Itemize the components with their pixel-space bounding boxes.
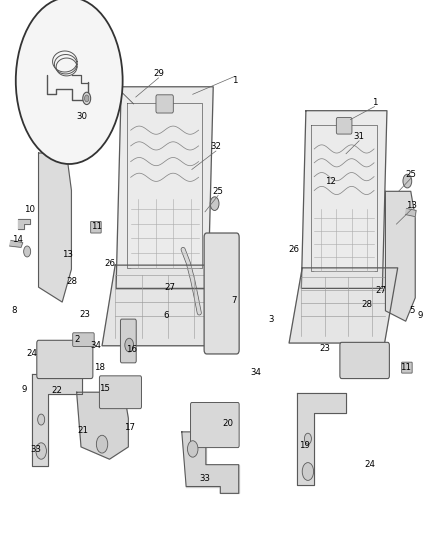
Polygon shape [182, 432, 239, 494]
Polygon shape [297, 393, 346, 485]
FancyBboxPatch shape [120, 319, 136, 363]
Text: 34: 34 [251, 368, 262, 377]
FancyBboxPatch shape [191, 402, 239, 448]
FancyBboxPatch shape [340, 342, 389, 378]
Text: 27: 27 [164, 282, 176, 292]
Text: 27: 27 [375, 286, 387, 295]
Text: 12: 12 [325, 176, 336, 185]
Polygon shape [289, 268, 398, 343]
FancyBboxPatch shape [37, 340, 93, 378]
Polygon shape [116, 87, 213, 288]
Polygon shape [102, 265, 223, 346]
Text: 25: 25 [405, 169, 417, 179]
Text: 23: 23 [319, 344, 331, 353]
Text: 21: 21 [78, 426, 89, 435]
Text: 28: 28 [67, 277, 78, 286]
Text: 9: 9 [21, 385, 27, 394]
Text: 13: 13 [62, 251, 74, 260]
Circle shape [302, 463, 314, 480]
FancyBboxPatch shape [156, 95, 173, 113]
Text: 31: 31 [353, 132, 365, 141]
Text: 6: 6 [164, 311, 169, 320]
Circle shape [210, 197, 219, 211]
Text: 13: 13 [406, 200, 417, 209]
Text: 34: 34 [90, 341, 101, 350]
Circle shape [83, 92, 91, 104]
Text: 18: 18 [94, 363, 106, 372]
Text: 17: 17 [124, 423, 135, 432]
Circle shape [403, 174, 412, 188]
Text: 10: 10 [24, 205, 35, 214]
Text: 25: 25 [212, 187, 224, 196]
Polygon shape [77, 392, 128, 459]
Polygon shape [32, 374, 82, 466]
Text: 8: 8 [11, 306, 17, 316]
Text: 20: 20 [222, 419, 233, 428]
Circle shape [125, 338, 134, 352]
Circle shape [24, 246, 31, 257]
Text: 22: 22 [51, 386, 63, 395]
Text: 28: 28 [361, 300, 373, 309]
Text: 11: 11 [399, 363, 411, 372]
FancyBboxPatch shape [73, 333, 94, 346]
Text: 11: 11 [91, 222, 102, 231]
Circle shape [38, 414, 45, 425]
Circle shape [304, 433, 311, 444]
Text: 23: 23 [79, 310, 90, 319]
Text: 26: 26 [104, 259, 115, 268]
Polygon shape [10, 240, 23, 247]
Text: 19: 19 [299, 441, 310, 450]
Text: 3: 3 [269, 314, 274, 324]
FancyBboxPatch shape [99, 376, 141, 409]
Text: 24: 24 [364, 460, 376, 469]
Text: 9: 9 [418, 311, 423, 320]
FancyBboxPatch shape [402, 362, 412, 373]
Polygon shape [301, 111, 387, 288]
Circle shape [96, 435, 108, 453]
FancyBboxPatch shape [204, 233, 239, 354]
Text: 16: 16 [126, 345, 137, 354]
Text: 1: 1 [232, 76, 237, 85]
FancyBboxPatch shape [91, 221, 101, 233]
Text: 15: 15 [99, 384, 110, 393]
Circle shape [36, 443, 46, 459]
FancyBboxPatch shape [336, 118, 352, 134]
Text: 29: 29 [153, 69, 164, 78]
Text: 14: 14 [12, 235, 23, 244]
Text: 1: 1 [372, 98, 377, 107]
Text: 30: 30 [77, 112, 88, 120]
Text: 24: 24 [26, 350, 37, 359]
Polygon shape [39, 153, 71, 302]
Polygon shape [18, 219, 30, 229]
Polygon shape [385, 191, 415, 321]
Circle shape [85, 95, 89, 102]
Circle shape [187, 441, 198, 457]
Circle shape [16, 0, 123, 164]
Text: 33: 33 [30, 445, 42, 454]
Text: 7: 7 [232, 296, 237, 305]
Text: 33: 33 [199, 474, 211, 483]
Text: 26: 26 [289, 245, 300, 254]
Polygon shape [406, 208, 416, 216]
Text: 5: 5 [409, 306, 414, 316]
Text: 2: 2 [74, 335, 79, 344]
Text: 32: 32 [210, 142, 222, 151]
